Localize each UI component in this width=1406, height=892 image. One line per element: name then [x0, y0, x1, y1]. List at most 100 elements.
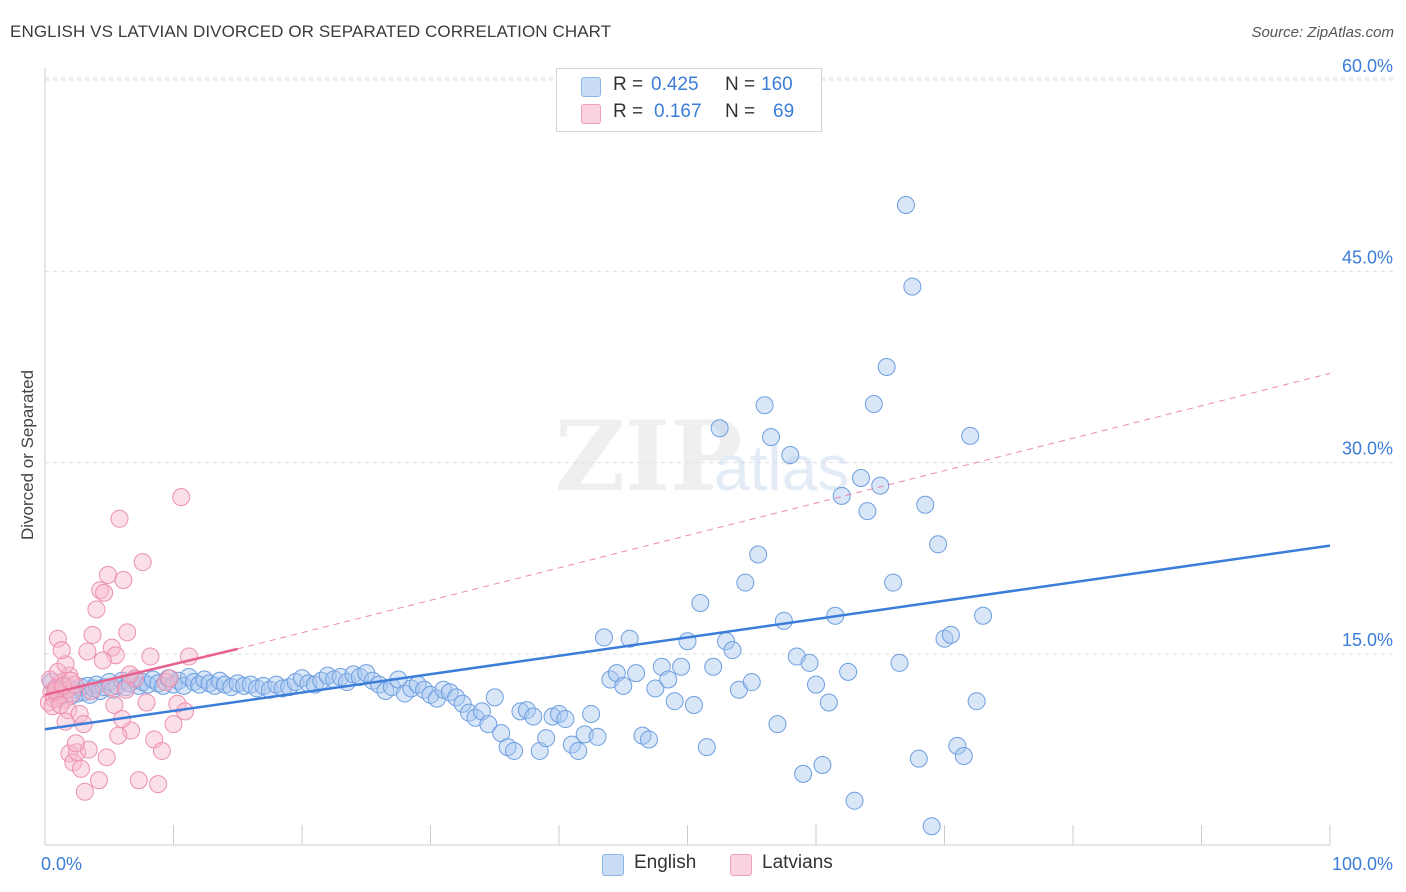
english-point: [620, 629, 639, 648]
latvian-point: [168, 694, 187, 713]
y-tick-label: 60.0%: [1342, 56, 1393, 76]
latvians-legend-swatch: [730, 854, 752, 876]
latvian-trend-extension: [237, 372, 1331, 650]
latvian-point: [97, 748, 116, 767]
latvian-point: [98, 565, 117, 584]
english-point: [762, 428, 781, 447]
english-point: [903, 277, 922, 296]
latvian-point: [75, 782, 94, 801]
english-point: [174, 676, 193, 695]
english-legend-swatch: [602, 854, 624, 876]
english-point: [858, 502, 877, 521]
legend-n-label: N =: [725, 101, 756, 122]
watermark: ZIP atlas: [555, 400, 849, 513]
english-point: [453, 694, 472, 713]
english-point: [639, 730, 658, 749]
legend-row-english: R = 0.425 N = 160: [557, 74, 821, 100]
latvian-point: [164, 715, 183, 734]
english-point: [742, 673, 761, 692]
english-point: [832, 486, 851, 505]
english-point: [710, 419, 729, 438]
english-point: [967, 692, 986, 711]
english-point: [582, 704, 601, 723]
tick-labels: 15.0% 30.0% 45.0% 60.0% 0.0% 100.0%: [41, 56, 1393, 874]
english-point: [479, 715, 498, 734]
english-point: [884, 573, 903, 592]
latvian-point: [137, 693, 156, 712]
legend-n-value: 69: [773, 101, 795, 122]
english-point: [768, 715, 787, 734]
english-point: [684, 696, 703, 715]
legend-n-value: 160: [761, 74, 793, 95]
english-point: [845, 791, 864, 810]
english-point: [896, 196, 915, 215]
english-point: [781, 446, 800, 465]
x-tick-label-min: 0.0%: [41, 854, 82, 874]
latvian-point: [152, 741, 171, 760]
english-point: [562, 735, 581, 754]
english-point: [819, 693, 838, 712]
english-point: [357, 664, 376, 683]
latvian-point: [116, 680, 135, 699]
english-point: [916, 495, 935, 514]
y-tick-label: 15.0%: [1342, 630, 1393, 650]
latvian-point: [70, 704, 89, 723]
english-point: [749, 545, 768, 564]
latvian-points: [39, 488, 198, 801]
english-point: [646, 679, 665, 698]
english-point: [447, 688, 466, 707]
latvian-point: [89, 771, 108, 790]
watermark-atlas: atlas: [714, 432, 849, 504]
english-points: [42, 196, 993, 836]
english-point: [614, 676, 633, 695]
english-point: [807, 675, 825, 694]
english-point: [665, 692, 684, 711]
english-point: [505, 741, 524, 760]
english-point: [794, 764, 813, 783]
latvian-point: [43, 697, 62, 716]
axes: [44, 68, 1331, 846]
y-tick-label: 45.0%: [1342, 247, 1393, 267]
gridlines: [45, 77, 1395, 655]
legend-r-label: R =: [613, 74, 644, 95]
latvian-point: [64, 753, 83, 772]
english-point: [890, 653, 909, 672]
legend-r-label: R =: [613, 101, 644, 122]
latvian-point: [48, 629, 67, 648]
english-point: [659, 670, 678, 689]
english-point: [755, 396, 774, 415]
latvian-point: [71, 759, 90, 778]
english-point: [974, 606, 993, 625]
english-point: [864, 394, 883, 413]
source-label: Source: ZipAtlas.com: [1251, 24, 1394, 41]
english-point: [672, 657, 691, 676]
english-point: [594, 628, 613, 647]
english-point: [851, 468, 870, 487]
legend-r-value: 0.167: [654, 101, 702, 122]
english-point: [909, 749, 928, 768]
english-point: [954, 747, 973, 766]
latvian-point: [83, 625, 102, 644]
latvians-legend-label: Latvians: [762, 852, 833, 873]
latvian-point: [87, 600, 106, 619]
english-point: [569, 741, 588, 760]
english-point: [524, 707, 543, 726]
latvian-point: [66, 734, 85, 753]
english-legend-label: English: [634, 852, 697, 873]
legend-row-latvians: R = 0.167 N = 69: [557, 101, 821, 127]
english-point: [185, 673, 204, 692]
english-point: [485, 688, 504, 707]
latvian-point: [118, 623, 137, 642]
watermark-zip: ZIP: [555, 400, 742, 513]
english-point: [723, 641, 742, 660]
english-point: [556, 710, 575, 729]
legend-n-label: N =: [725, 74, 756, 95]
latvian-point: [52, 641, 71, 660]
latvian-point: [160, 669, 179, 688]
latvian-point: [93, 651, 112, 670]
english-point: [517, 701, 536, 720]
trend-lines: [44, 372, 1331, 731]
latvian-point: [105, 696, 124, 715]
latvian-point: [149, 775, 168, 794]
